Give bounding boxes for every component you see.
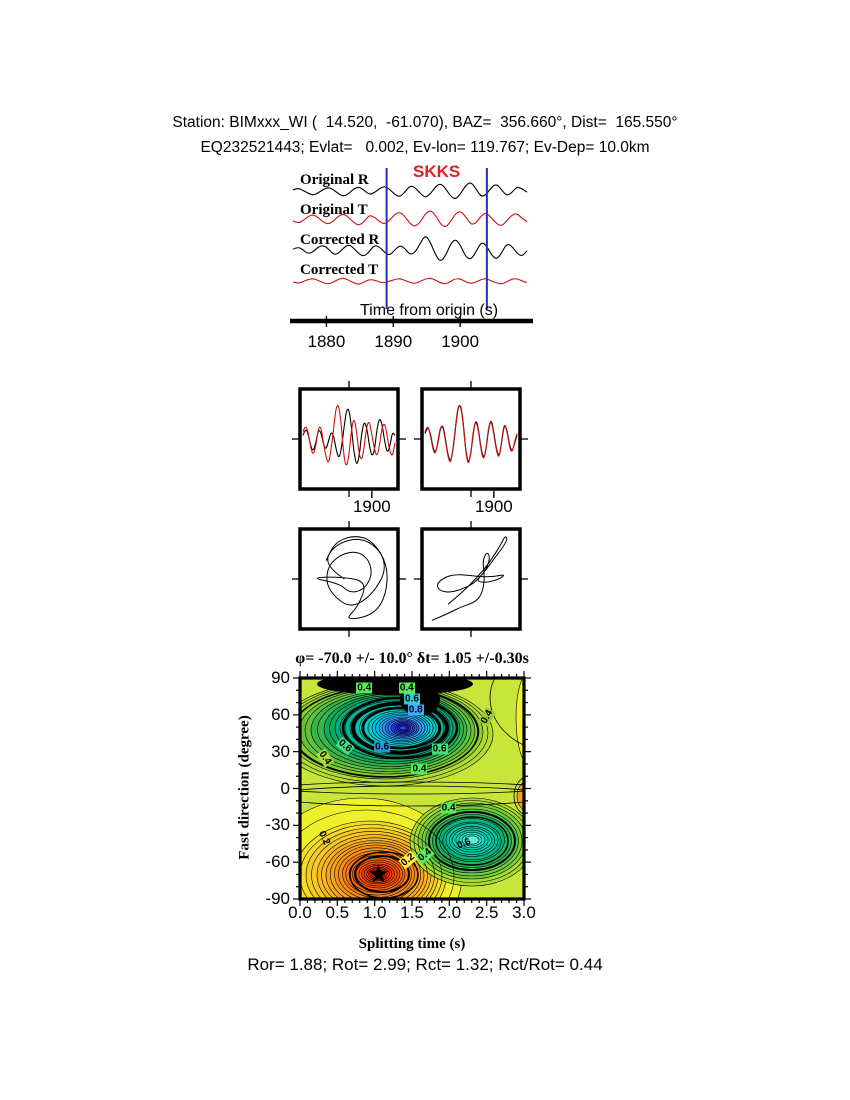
cmp-tick-label-1: 1900 [474,497,513,516]
trace-label-corrected-t: Corrected T [300,262,379,278]
contour-xtick-1.5: 1.5 [400,903,424,922]
contour-title: φ= -70.0 +/- 10.0° δt= 1.05 +/-0.30s [295,650,529,667]
time-axis-label: Time from origin (s) [360,302,499,319]
contour-ytick--60: -60 [265,852,290,872]
phase-label: SKKS [413,162,461,181]
cmp-trace-red-0 [302,405,396,466]
contour-line-17 [300,686,479,778]
contour-x-axis-label: Splitting time (s) [358,936,466,952]
cmp-trace-red-1 [424,405,518,464]
contour-line-31 [413,800,524,883]
cmp-box-0-frame [298,387,400,491]
contour-line-25 [352,857,403,891]
cmp-trace-black-0 [302,408,396,464]
contour-label-3: 0.8 [407,704,424,716]
contour-fill-37 [516,781,524,811]
time-axis [290,316,533,327]
particle-motion-boxes [292,521,528,637]
contour-line-32 [421,805,523,877]
trace-label-original-t: Original T [300,202,368,218]
contour-label-5: 0.6 [374,741,391,753]
result-summary: Ror= 1.88; Rot= 2.99; Rct= 1.32; Rct/Rot… [247,955,603,974]
time-tick-label-1880: 1880 [307,332,346,351]
time-tick-label-1890: 1890 [374,332,413,351]
contour-line-42 [300,785,524,807]
phase-window-lines [385,168,488,309]
trace-corrected-t [292,277,528,285]
contour-xtick-2.0: 2.0 [437,903,462,922]
contour-label-1: 0.4 [398,682,415,694]
contour-line-20 [311,831,435,899]
contour-xtick-2.5: 2.5 [474,903,499,922]
contour-label-2: 0.6 [404,693,420,705]
contour-label-7: 0.4 [411,763,428,775]
contour-frame [298,676,526,901]
pm-box-1-frame [420,527,522,631]
pm-curve-0 [316,536,388,620]
contour-line-23 [338,847,415,899]
contour-line-21 [321,837,428,899]
contour-line-13 [397,724,409,732]
best-fit-star-marker [368,864,388,883]
contour-xtick-0.0: 0.0 [288,903,312,922]
contour-xtick-1.0: 1.0 [362,903,387,922]
contour-fill-14 [399,725,407,731]
contour-line-18 [300,809,455,899]
contour-line-12 [393,721,414,734]
contour-line-39 [428,811,516,871]
cmp-tick-label-0: 1900 [352,497,391,516]
contour-fill-35 [464,835,480,845]
contour-line-38 [461,833,483,847]
contour-xtick-3.0: 3.0 [512,903,536,922]
trace-label-original-r: Original R [300,172,369,188]
contour-line-37 [455,829,489,851]
contour-ytick-60: 60 [271,704,290,724]
contour-label-0: 0.4 [356,682,373,694]
pm-curve-1 [431,536,508,621]
comparison-boxes [292,381,528,498]
contour-line-2 [304,689,472,772]
contour-ytick--90: -90 [265,889,290,908]
contour-ytick--30: -30 [265,815,290,835]
contour-line-29 [354,855,410,893]
contour-line-8 [367,710,434,746]
contour-label-6: 0.6 [431,743,448,755]
contour-line-14 [351,701,449,755]
contour-line-41 [300,781,524,795]
contour-line-3 [317,692,464,767]
contour-line-43 [489,678,524,746]
contour-ytick-90: 90 [271,668,290,687]
contour-line-19 [300,824,443,899]
contour-line-15 [341,696,459,760]
contour-fill-36 [515,678,524,761]
contour-label-10: 0.4 [440,802,457,814]
contour-ytick-30: 30 [271,741,290,761]
trace-label-corrected-r: Corrected R [300,232,380,248]
time-tick-label-1900: 1900 [441,332,480,351]
cmp-box-1-frame [420,387,522,491]
contour-line-16 [361,706,441,750]
contour-line-44 [513,777,524,815]
event-info-line: EQ232521443; Evlat= 0.002, Ev-lon= 119.7… [200,139,650,156]
contour-line-9 [375,713,428,743]
pm-box-0-frame [298,527,400,631]
contour-line-26 [358,861,398,887]
contour-line-10 [381,716,423,740]
contour-xtick-0.5: 0.5 [325,903,350,922]
contour-line-22 [330,842,421,899]
contour-ytick-0: 0 [280,778,290,798]
contour-line-11 [387,719,418,737]
contour-line-40 [435,816,509,866]
station-info-line: Station: BIMxxx_WI ( 14.520, -61.070), B… [172,114,678,131]
contour-line-36 [449,826,496,856]
contour-line-35 [442,821,502,861]
